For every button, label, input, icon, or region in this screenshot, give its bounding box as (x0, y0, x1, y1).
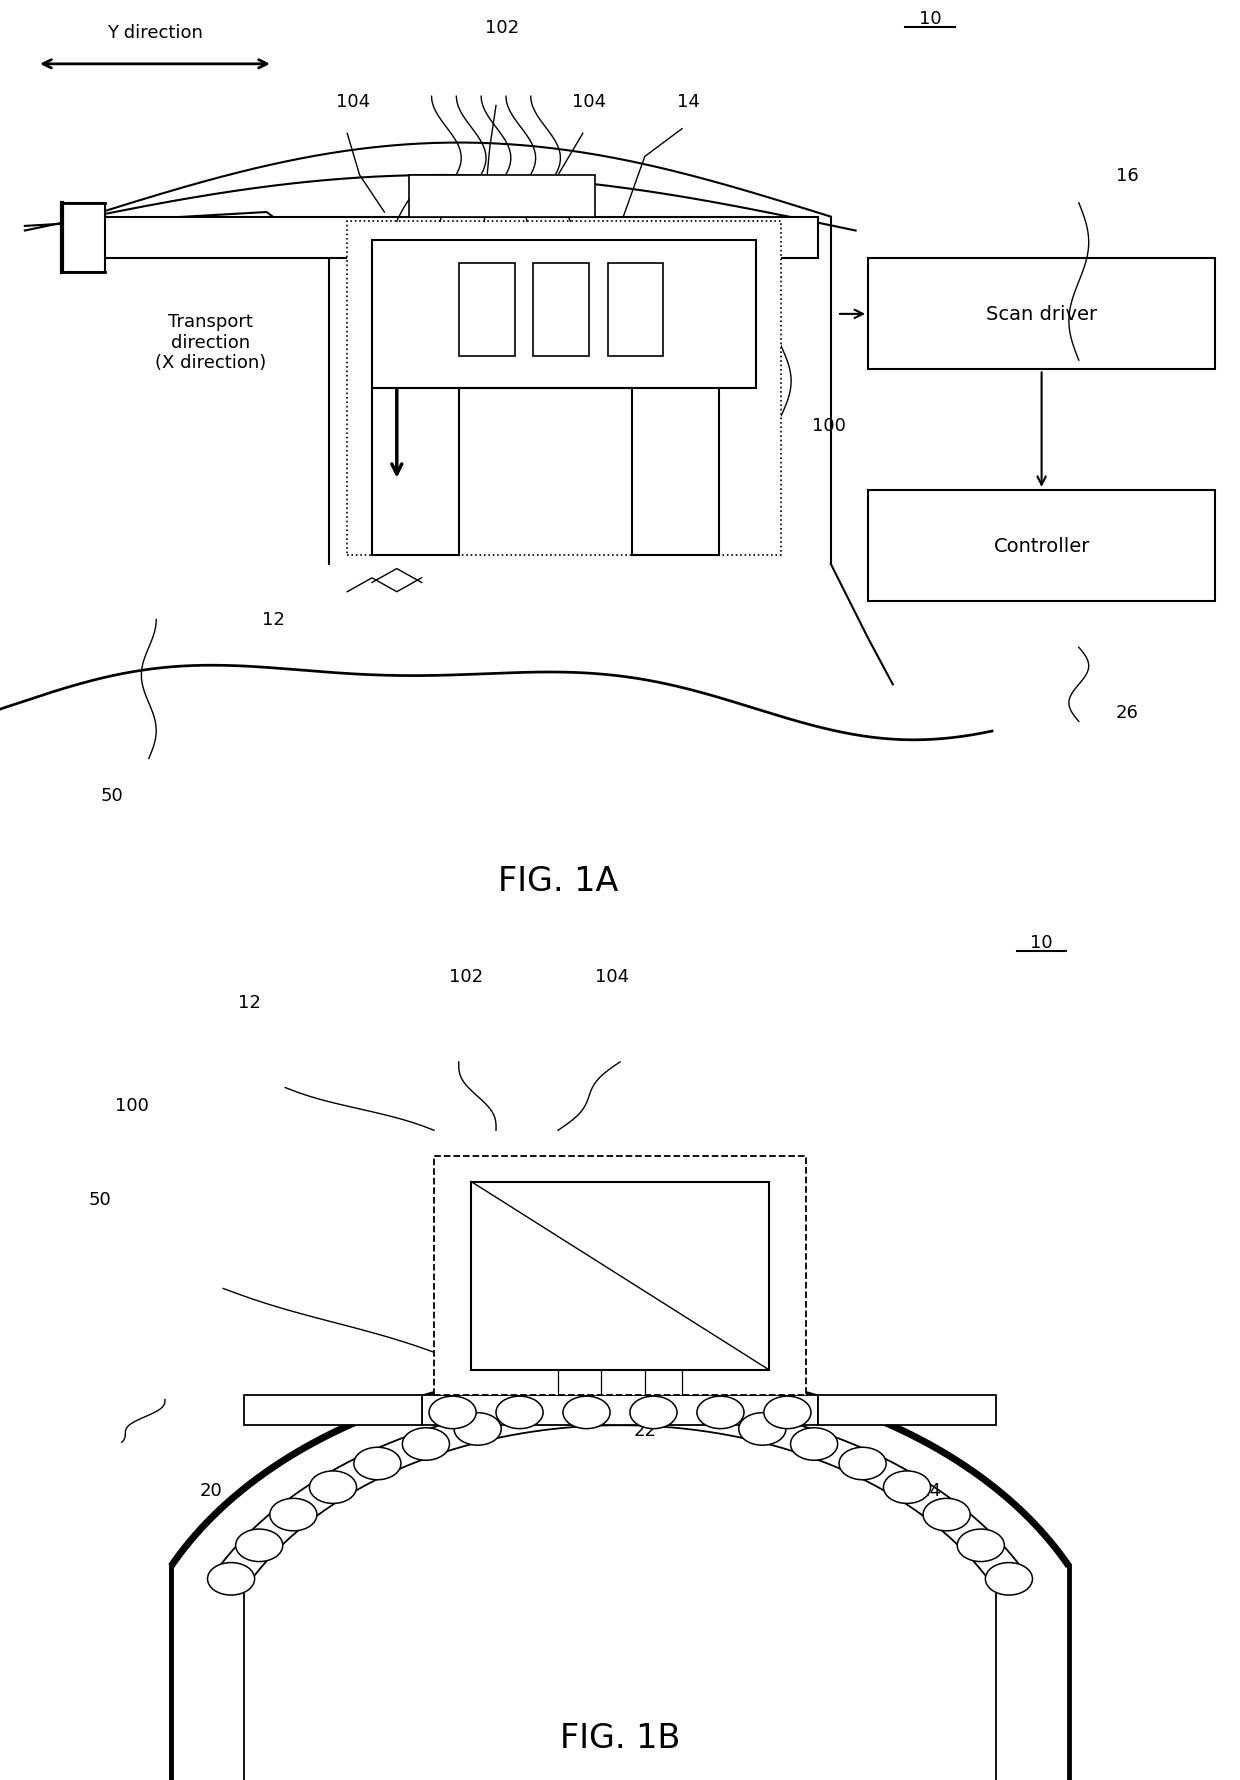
Text: 50: 50 (100, 787, 123, 805)
Text: 100: 100 (115, 1096, 149, 1114)
Bar (372, 240, 756, 388)
Bar (99, 217, 818, 260)
Text: 10: 10 (919, 9, 941, 28)
Text: FIG. 1B: FIG. 1B (559, 1721, 681, 1755)
Bar (422, 1396, 818, 1426)
Text: 12: 12 (238, 993, 260, 1011)
Circle shape (791, 1428, 838, 1460)
Text: 22: 22 (634, 1420, 656, 1440)
Circle shape (839, 1447, 887, 1479)
Text: Transport
direction
(X direction): Transport direction (X direction) (155, 313, 267, 372)
Circle shape (310, 1470, 357, 1504)
Text: 104: 104 (572, 93, 606, 110)
Circle shape (429, 1396, 476, 1429)
Bar (818, 1396, 996, 1426)
Circle shape (697, 1396, 744, 1429)
Text: 102: 102 (449, 967, 484, 986)
Bar (459, 263, 515, 356)
Bar (434, 1157, 806, 1396)
Text: Y direction: Y direction (107, 23, 203, 41)
Circle shape (986, 1563, 1033, 1595)
Text: 26: 26 (1116, 703, 1138, 723)
Text: 16: 16 (1116, 167, 1138, 185)
Circle shape (764, 1396, 811, 1429)
Bar (471, 1182, 769, 1371)
Circle shape (883, 1470, 930, 1504)
Bar (868, 491, 1215, 602)
Text: 104: 104 (336, 93, 371, 110)
Text: 12: 12 (263, 611, 285, 628)
Circle shape (563, 1396, 610, 1429)
Circle shape (496, 1396, 543, 1429)
Bar (409, 176, 595, 217)
Circle shape (353, 1447, 401, 1479)
Circle shape (236, 1529, 283, 1561)
Text: Controller: Controller (993, 536, 1090, 555)
Bar (62, 203, 105, 272)
Circle shape (957, 1529, 1004, 1561)
Circle shape (739, 1413, 786, 1445)
Text: 14: 14 (677, 93, 699, 110)
Text: 102: 102 (485, 20, 520, 37)
Text: 100: 100 (812, 417, 846, 434)
Text: 24: 24 (919, 1481, 941, 1499)
Circle shape (207, 1563, 254, 1595)
Text: 10: 10 (1030, 933, 1053, 951)
Circle shape (923, 1499, 970, 1531)
Text: 104: 104 (595, 967, 630, 986)
Text: 50: 50 (89, 1191, 112, 1209)
Circle shape (270, 1499, 317, 1531)
Text: 20: 20 (200, 1481, 222, 1499)
Circle shape (454, 1413, 501, 1445)
Bar (347, 222, 781, 555)
Text: 18: 18 (510, 1396, 532, 1413)
Text: FIG. 1A: FIG. 1A (497, 865, 619, 897)
Circle shape (630, 1396, 677, 1429)
Bar (608, 263, 663, 356)
Bar (244, 1396, 422, 1426)
Bar (533, 263, 589, 356)
Bar (868, 260, 1215, 370)
Circle shape (402, 1428, 449, 1460)
Text: Scan driver: Scan driver (986, 304, 1097, 324)
